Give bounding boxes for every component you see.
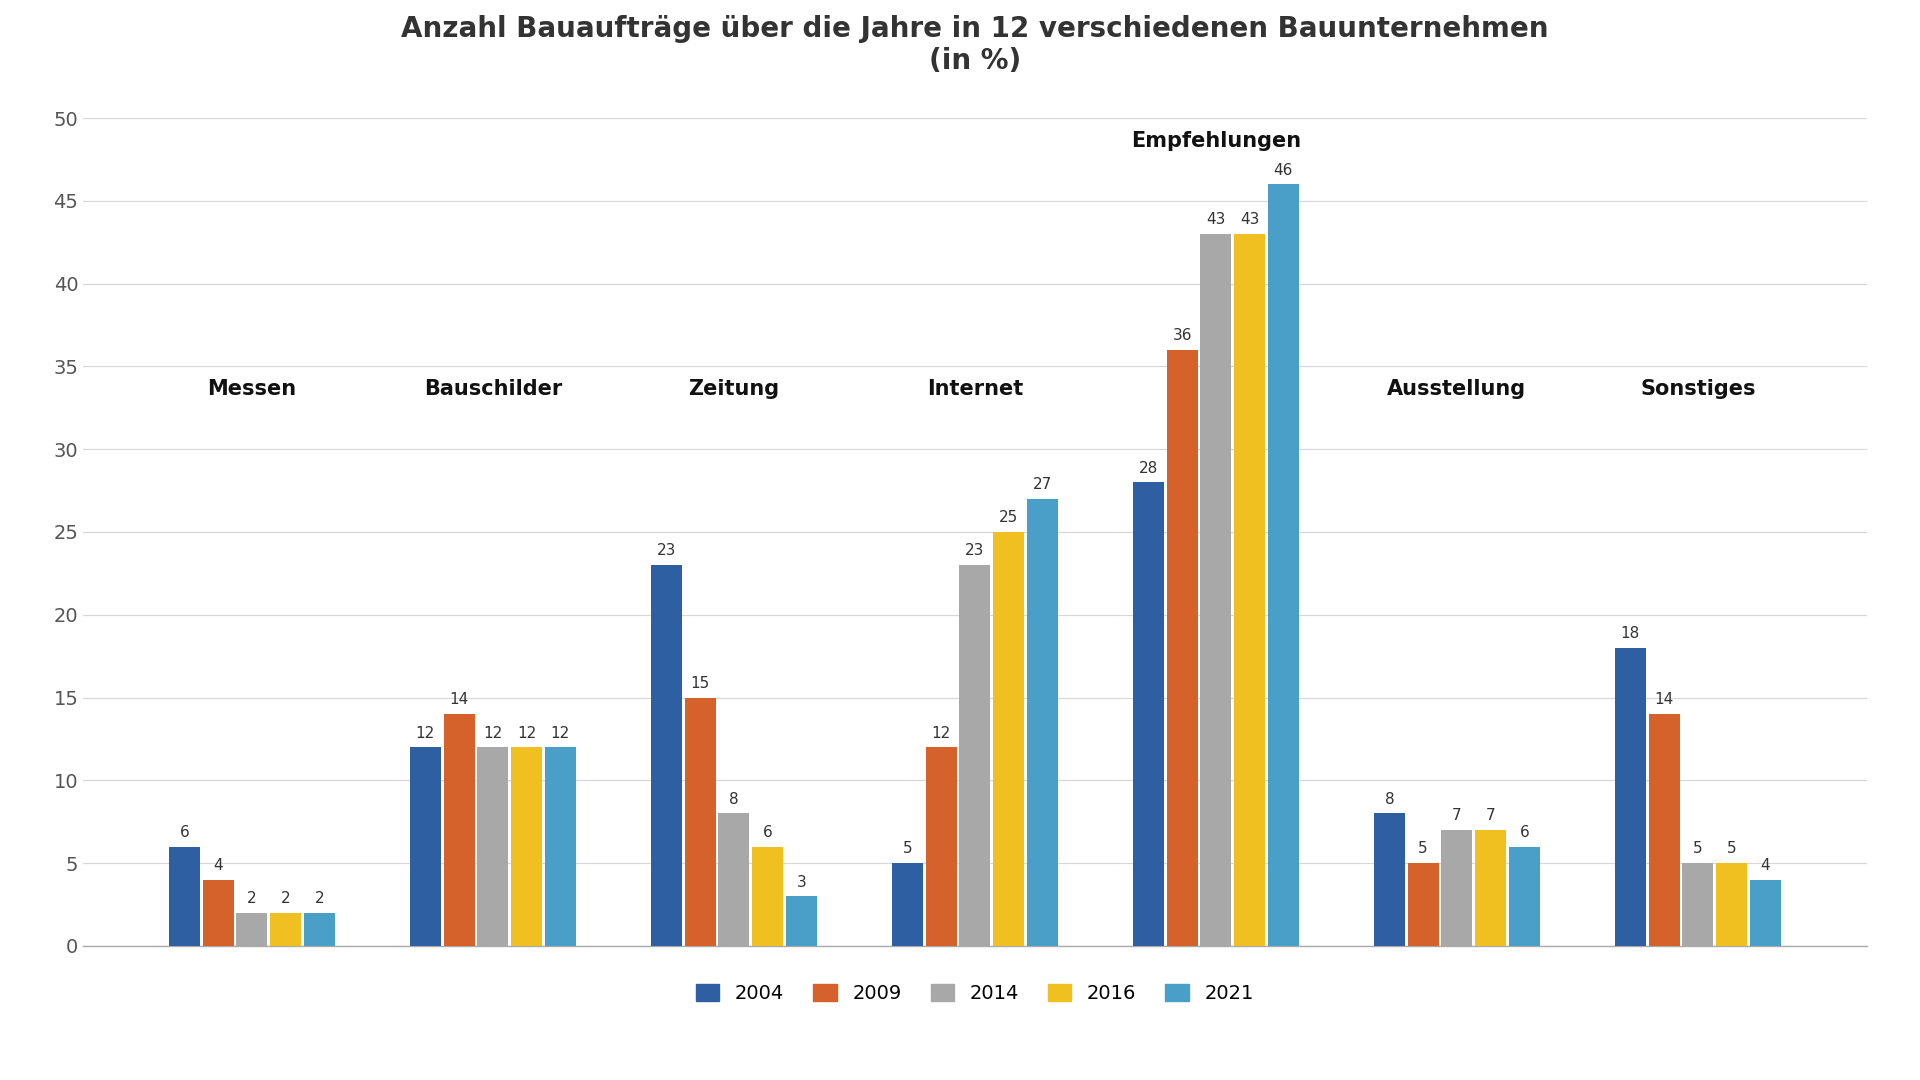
Text: 23: 23 xyxy=(966,543,985,558)
Text: 2: 2 xyxy=(280,891,290,906)
Text: 14: 14 xyxy=(449,692,468,707)
Bar xyxy=(1749,879,1782,946)
Text: 5: 5 xyxy=(1726,841,1736,856)
Bar xyxy=(993,532,1023,946)
Text: Zeitung: Zeitung xyxy=(687,379,780,400)
Bar xyxy=(960,565,991,946)
Text: 6: 6 xyxy=(179,825,190,840)
Text: Messen: Messen xyxy=(207,379,296,400)
Bar xyxy=(1235,234,1265,946)
Bar xyxy=(1407,863,1438,946)
Bar xyxy=(1509,847,1540,946)
Bar xyxy=(1649,714,1680,946)
Text: 18: 18 xyxy=(1620,626,1640,642)
Bar xyxy=(785,896,816,946)
Bar xyxy=(169,847,200,946)
Text: 36: 36 xyxy=(1173,328,1192,343)
Bar xyxy=(444,714,474,946)
Text: 46: 46 xyxy=(1273,163,1292,177)
Text: 43: 43 xyxy=(1206,213,1225,227)
Title: Anzahl Bauaufträge über die Jahre in 12 verschiedenen Bauunternehmen
(in %): Anzahl Bauaufträge über die Jahre in 12 … xyxy=(401,15,1549,76)
Text: 25: 25 xyxy=(998,511,1018,525)
Text: 3: 3 xyxy=(797,875,806,890)
Bar xyxy=(1167,350,1198,946)
Text: 43: 43 xyxy=(1240,213,1260,227)
Bar xyxy=(1615,648,1645,946)
Bar xyxy=(718,813,749,946)
Bar xyxy=(1267,185,1300,946)
Bar xyxy=(685,698,716,946)
Text: 15: 15 xyxy=(691,676,710,691)
Bar xyxy=(925,747,956,946)
Bar xyxy=(236,913,267,946)
Bar xyxy=(303,913,334,946)
Text: 2: 2 xyxy=(315,891,324,906)
Bar xyxy=(271,913,301,946)
Text: 8: 8 xyxy=(730,792,739,807)
Text: 8: 8 xyxy=(1384,792,1394,807)
Text: 12: 12 xyxy=(516,726,536,741)
Text: 7: 7 xyxy=(1452,808,1461,823)
Text: 12: 12 xyxy=(417,726,436,741)
Bar xyxy=(893,863,924,946)
Text: 12: 12 xyxy=(551,726,570,741)
Text: Empfehlungen: Empfehlungen xyxy=(1131,131,1302,151)
Text: 6: 6 xyxy=(1519,825,1528,840)
Text: 27: 27 xyxy=(1033,477,1052,492)
Text: 12: 12 xyxy=(931,726,950,741)
Text: 14: 14 xyxy=(1655,692,1674,707)
Text: 2: 2 xyxy=(248,891,257,906)
Bar xyxy=(1442,829,1473,946)
Text: 5: 5 xyxy=(1693,841,1703,856)
Bar xyxy=(511,747,541,946)
Text: Bauschilder: Bauschilder xyxy=(424,379,563,400)
Bar xyxy=(1475,829,1505,946)
Text: 7: 7 xyxy=(1486,808,1496,823)
Bar xyxy=(1133,483,1164,946)
Text: 23: 23 xyxy=(657,543,676,558)
Text: 12: 12 xyxy=(484,726,503,741)
Bar xyxy=(1375,813,1405,946)
Bar xyxy=(1027,499,1058,946)
Text: 4: 4 xyxy=(213,858,223,873)
Text: 4: 4 xyxy=(1761,858,1770,873)
Text: 5: 5 xyxy=(902,841,912,856)
Text: 6: 6 xyxy=(762,825,772,840)
Legend: 2004, 2009, 2014, 2016, 2021: 2004, 2009, 2014, 2016, 2021 xyxy=(687,975,1261,1011)
Text: Internet: Internet xyxy=(927,379,1023,400)
Text: Ausstellung: Ausstellung xyxy=(1388,379,1526,400)
Bar xyxy=(1200,234,1231,946)
Bar xyxy=(204,879,234,946)
Text: 28: 28 xyxy=(1139,461,1158,475)
Bar xyxy=(409,747,442,946)
Bar xyxy=(478,747,509,946)
Bar xyxy=(753,847,783,946)
Text: Sonstiges: Sonstiges xyxy=(1640,379,1755,400)
Bar xyxy=(651,565,682,946)
Bar xyxy=(1716,863,1747,946)
Text: 5: 5 xyxy=(1419,841,1428,856)
Bar xyxy=(545,747,576,946)
Bar xyxy=(1682,863,1713,946)
